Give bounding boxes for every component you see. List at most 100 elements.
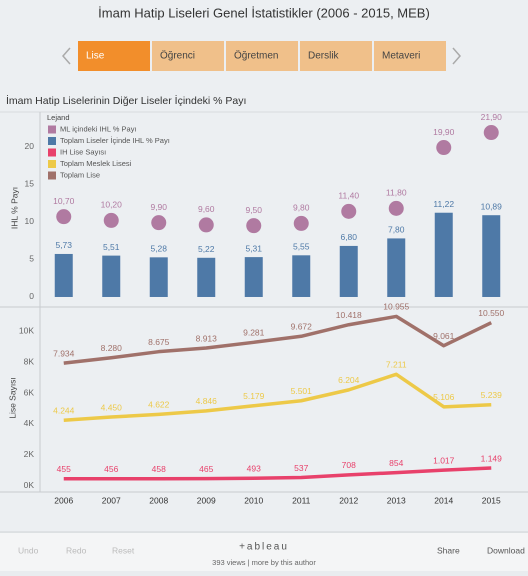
tab-label[interactable]: Lise	[86, 51, 105, 62]
data-label: 5.239	[481, 390, 503, 400]
data-label: 7.934	[53, 348, 75, 358]
data-label: 5,55	[293, 242, 310, 252]
tab-label[interactable]: Öğrenci	[160, 50, 195, 62]
circle-mark	[341, 203, 357, 219]
data-label: 8.913	[196, 333, 218, 343]
data-label: 9.281	[243, 328, 265, 338]
tableau-logo[interactable]: +ableau	[239, 542, 289, 553]
tab[interactable]	[226, 41, 298, 71]
bar	[54, 253, 73, 297]
data-label: 465	[199, 464, 213, 474]
data-label: 11,40	[338, 191, 359, 201]
data-label: 9.672	[291, 322, 313, 332]
data-label: 456	[104, 464, 118, 474]
page-title: İmam Hatip Liseleri Genel İstatistikler …	[98, 5, 430, 20]
share-button[interactable]: Share	[437, 545, 460, 555]
data-label: 7,80	[388, 225, 405, 235]
legend-swatch	[48, 160, 56, 168]
circle-mark	[436, 140, 452, 156]
x-tick-label: 2010	[244, 495, 263, 505]
x-tick-label: 2013	[387, 495, 406, 505]
data-label: 10.955	[383, 302, 409, 312]
data-label: 19,90	[433, 127, 455, 137]
chart-title: İmam Hatip Liselerinin Diğer Liseler İçi…	[6, 94, 246, 107]
x-tick-label: 2015	[482, 495, 501, 505]
data-label: 9,60	[198, 204, 215, 214]
y-tick-label: 8K	[24, 356, 35, 366]
tab[interactable]	[374, 41, 446, 71]
circle-mark	[293, 215, 309, 231]
x-tick-label: 2008	[149, 495, 168, 505]
bar	[339, 245, 358, 297]
bar	[244, 257, 263, 297]
bar	[387, 238, 406, 297]
tab-label[interactable]: Öğretmen	[234, 50, 278, 62]
circle-mark	[56, 209, 72, 225]
tab-next[interactable]	[452, 47, 461, 65]
tab[interactable]	[300, 41, 372, 71]
tab-label[interactable]: Derslik	[308, 51, 340, 62]
y-tick-label: 0	[29, 291, 34, 301]
data-label: 11,22	[433, 199, 454, 209]
tab[interactable]	[78, 41, 150, 71]
tab-label[interactable]: Metaveri	[382, 51, 420, 62]
legend-label: ML içindeki IHL % Payı	[60, 124, 137, 133]
bar	[102, 255, 121, 297]
download-button[interactable]: Download	[487, 545, 525, 555]
x-tick-label: 2006	[54, 495, 73, 505]
circle-mark	[388, 200, 404, 216]
data-label: 10,20	[101, 200, 123, 210]
data-label: 10.418	[336, 310, 362, 320]
x-tick-label: 2014	[434, 495, 453, 505]
data-label: 5.179	[243, 391, 265, 401]
data-label: 493	[247, 463, 261, 473]
circle-mark	[246, 218, 262, 234]
legend-label: Toplam Liseler İçinde IHL % Payı	[60, 136, 170, 145]
data-label: 4.244	[53, 405, 75, 415]
data-label: 5.501	[291, 386, 313, 396]
data-label: 5,51	[103, 242, 120, 252]
y-axis-title: Lise Sayısı	[7, 377, 17, 419]
redo-button[interactable]: Redo	[66, 545, 87, 555]
circle-mark	[151, 215, 167, 231]
data-label: 11,80	[386, 188, 407, 198]
line	[63, 314, 493, 365]
x-tick-label: 2007	[102, 495, 121, 505]
reset-button[interactable]: Reset	[112, 545, 135, 555]
circle-mark	[198, 217, 214, 233]
data-label: 4.622	[148, 400, 170, 410]
footer	[0, 533, 528, 571]
tab[interactable]	[152, 41, 224, 71]
bar	[149, 257, 168, 297]
legend-label: Toplam Lise	[60, 170, 100, 179]
data-label: 1.017	[433, 455, 455, 465]
y-tick-label: 4K	[24, 418, 35, 428]
data-label: 537	[294, 463, 308, 473]
undo-button[interactable]: Undo	[18, 545, 39, 555]
legend-title: Lejand	[47, 113, 70, 122]
data-label: 8.280	[101, 343, 123, 353]
data-label: 6,80	[340, 232, 357, 242]
data-label: 9,80	[293, 203, 310, 213]
data-label: 9,50	[245, 205, 262, 215]
y-tick-label: 15	[25, 179, 35, 189]
tab-prev[interactable]	[62, 47, 71, 65]
data-label: 6.204	[338, 375, 360, 385]
data-label: 1.149	[481, 453, 503, 463]
y-tick-label: 20	[25, 141, 35, 151]
views-text[interactable]: 393 views | more by this author	[212, 558, 316, 567]
legend-label: IH Lise Sayısı	[60, 147, 106, 156]
data-label: 5,22	[198, 244, 215, 254]
data-label: 21,90	[481, 112, 503, 122]
y-tick-label: 2K	[24, 449, 35, 459]
data-label: 708	[342, 460, 356, 470]
data-label: 4.846	[196, 396, 218, 406]
bar	[197, 257, 216, 297]
data-label: 9.061	[433, 331, 455, 341]
legend-swatch	[48, 125, 56, 134]
data-label: 5,73	[55, 240, 72, 250]
y-tick-label: 10K	[19, 325, 34, 335]
y-tick-label: 10	[25, 216, 35, 226]
data-label: 5,31	[245, 243, 262, 253]
